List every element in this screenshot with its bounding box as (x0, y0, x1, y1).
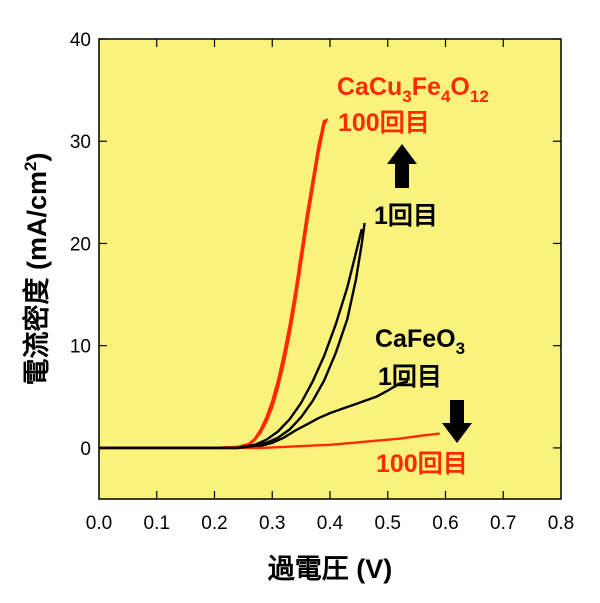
series-line-5 (99, 222, 366, 450)
x-axis-title: 過電圧 (V) (268, 554, 393, 584)
y-tick-label: 30 (70, 132, 91, 153)
x-tick-label: 0.3 (259, 513, 285, 534)
y-tick-label: 20 (70, 234, 91, 255)
annotation-red-top-formula: CaCu3Fe4O12 (337, 73, 489, 106)
ticks-layer: 0.0 0.1 0.2 0.3 0.4 0.5 0.6 0.7 0.8 0 10 20 30 40 (70, 30, 574, 534)
annotation-cafeo3-formula: CaFeO3 (375, 325, 465, 358)
x-tick-label: 0.7 (490, 513, 516, 534)
y-tick-label: 0 (80, 439, 91, 460)
x-tick-label: 0.5 (375, 513, 401, 534)
arrow-up-icon (387, 144, 417, 188)
y-tick-label: 40 (70, 30, 91, 51)
x-tick-label: 0.6 (432, 513, 458, 534)
x-tick-label: 0.1 (144, 513, 170, 534)
annotation-red-bottom-cycle: 100回目 (376, 450, 468, 478)
x-tick-label: 0.8 (548, 513, 574, 534)
x-tick-label: 0.2 (201, 513, 227, 534)
x-tick-label: 0.4 (317, 513, 344, 534)
annotation-red-top-cycle: 100回目 (338, 109, 430, 137)
arrow-down-icon (442, 400, 472, 443)
series-line-6 (99, 228, 363, 450)
y-axis-title: 電流密度 (mA/cm2) (21, 153, 52, 386)
plot-area (99, 39, 561, 499)
series-line-4 (99, 432, 440, 450)
x-tick-label: 0.0 (86, 513, 112, 534)
series-layer (99, 118, 440, 450)
annotation-black-low-cycle: 1回目 (378, 363, 442, 391)
series-line-3 (99, 380, 409, 450)
y-tick-label: 10 (70, 337, 91, 358)
annotation-black-mid-cycle: 1回目 (374, 202, 438, 230)
